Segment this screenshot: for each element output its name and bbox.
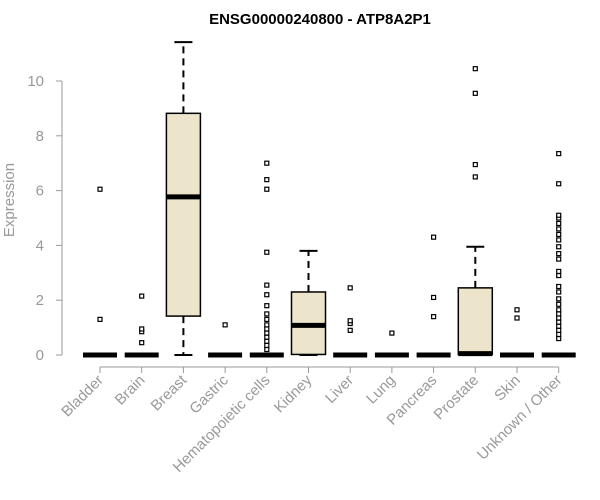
outlier-point <box>556 315 562 321</box>
y-tick-label: 10 <box>27 73 44 90</box>
outlier-point <box>556 212 562 218</box>
outlier-point <box>472 174 478 180</box>
outlier-point <box>556 323 562 329</box>
x-tick-label: Liver <box>322 372 357 407</box>
outlier-point <box>556 244 562 250</box>
outlier-point <box>347 285 353 291</box>
x-tick-label: Skin <box>491 372 524 405</box>
outlier-point <box>556 331 562 338</box>
y-tick-label: 2 <box>36 292 44 309</box>
box-group <box>165 41 202 356</box>
outlier-point <box>472 161 478 168</box>
outlier-point <box>556 301 562 307</box>
outlier-point <box>556 283 562 290</box>
outlier-point <box>264 342 270 349</box>
outlier-point <box>472 90 478 96</box>
outlier-point <box>139 340 145 346</box>
x-tick-label: Brain <box>112 372 149 409</box>
outlier-point <box>139 326 145 332</box>
box-group <box>374 330 409 358</box>
outlier-point <box>264 334 270 340</box>
outlier-point <box>556 311 562 317</box>
outlier-point <box>139 293 145 299</box>
outlier-point <box>556 296 562 302</box>
outlier-point <box>556 335 562 342</box>
chart-title: ENSG00000240800 - ATP8A2P1 <box>209 11 431 28</box>
outlier-point <box>264 330 270 336</box>
outlier-point <box>264 303 270 309</box>
outlier-point <box>347 318 353 324</box>
y-tick-label: 4 <box>36 237 44 254</box>
outlier-point <box>431 294 437 301</box>
outlier-point <box>556 220 562 227</box>
outlier-point <box>97 186 103 192</box>
outlier-point <box>431 314 437 320</box>
box-group <box>208 322 243 358</box>
box-group <box>500 307 534 358</box>
outlier-point <box>264 177 270 183</box>
outlier-point <box>556 226 562 232</box>
outlier-point <box>264 249 270 255</box>
outlier-point <box>556 251 562 257</box>
outlier-point <box>389 330 395 336</box>
box-group <box>457 66 494 357</box>
outlier-point <box>347 327 353 333</box>
x-tick-label: Kidney <box>271 371 316 416</box>
outlier-point <box>556 327 562 333</box>
y-axis-label: Expression <box>1 163 18 237</box>
outlier-point <box>264 346 270 353</box>
outlier-point <box>556 268 562 275</box>
outlier-point <box>556 256 562 262</box>
outlier-point <box>431 234 437 240</box>
outlier-point <box>556 272 562 279</box>
box-group <box>416 234 451 358</box>
outlier-point <box>514 315 520 321</box>
outlier-point <box>264 338 270 344</box>
x-tick-label: Lung <box>363 372 399 408</box>
x-tick-label: Breast <box>148 371 191 414</box>
box-body <box>457 287 494 356</box>
box-group <box>333 285 368 358</box>
y-tick-label: 0 <box>36 347 44 364</box>
box-body <box>165 112 202 317</box>
y-tick-label: 8 <box>36 128 44 145</box>
box-group <box>290 249 327 356</box>
outlier-point <box>264 160 270 166</box>
outlier-point <box>514 307 520 313</box>
outlier-point <box>264 316 270 322</box>
outlier-point <box>264 322 270 328</box>
x-tick-label: Prostate <box>431 372 483 424</box>
box-group <box>83 186 117 358</box>
outlier-point <box>264 326 270 332</box>
outlier-point <box>264 186 270 192</box>
outlier-point <box>556 151 562 157</box>
y-axis: 0 2 4 6 8 10 <box>27 73 63 364</box>
outlier-point <box>97 316 103 322</box>
box-group <box>249 160 284 358</box>
box-group <box>541 151 576 358</box>
outlier-point <box>472 66 478 72</box>
outlier-point <box>556 319 562 325</box>
y-tick-label: 6 <box>36 183 44 200</box>
x-tick-label: Bladder <box>58 372 107 421</box>
outlier-point <box>264 282 270 288</box>
outlier-point <box>556 237 562 243</box>
plot-area <box>83 41 576 358</box>
outlier-point <box>556 307 562 313</box>
outlier-point <box>264 311 270 317</box>
outlier-point <box>222 322 228 328</box>
outlier-point <box>556 181 562 187</box>
outlier-point <box>556 231 562 238</box>
box-group <box>124 293 159 358</box>
outlier-point <box>264 292 270 298</box>
outlier-point <box>556 289 562 295</box>
